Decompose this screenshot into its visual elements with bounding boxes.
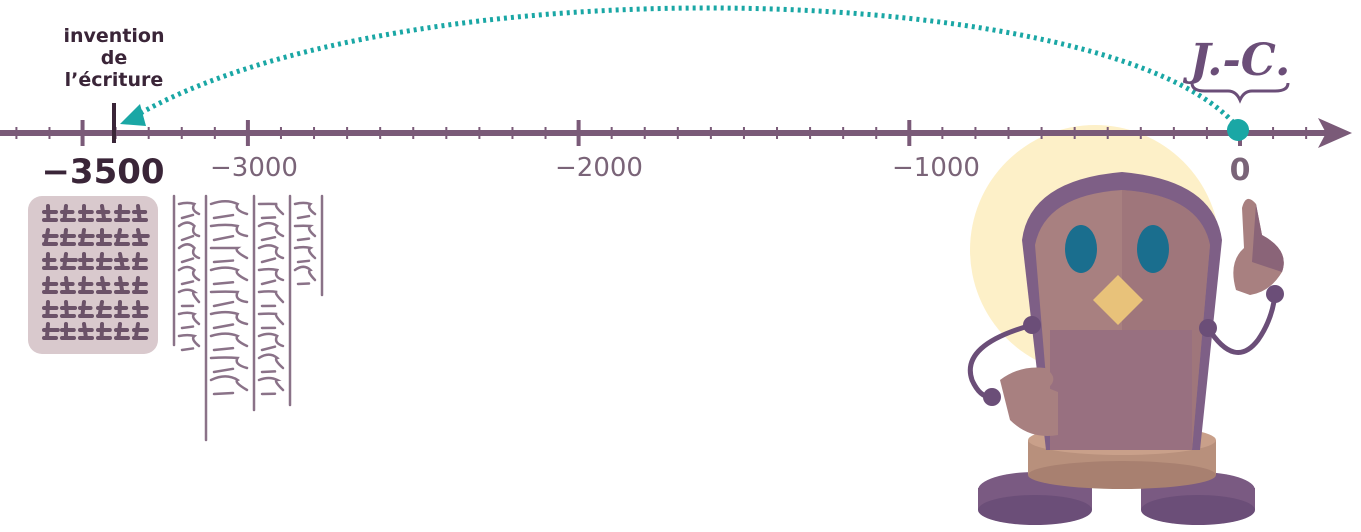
cuneiform-glyph (132, 322, 149, 340)
tick-label-minus-3500: −3500 (41, 152, 164, 192)
era-brace (1190, 82, 1290, 104)
tick-label-zero: 0 (1230, 153, 1251, 188)
cuneiform-glyph (96, 204, 112, 222)
owl-mascot-icon (967, 172, 1284, 525)
cuneiform-glyph (42, 228, 59, 246)
hieroglyph-glyph (209, 266, 249, 286)
hieroglyph-glyph (293, 265, 317, 286)
cuneiform-glyph (60, 228, 76, 246)
axis-arrowhead (1318, 118, 1352, 148)
timeline-axis (0, 118, 1352, 148)
cuneiform-glyph (42, 204, 58, 222)
cuneiform-glyph (114, 204, 131, 222)
cuneiform-glyph (132, 204, 148, 222)
cuneiform-glyph (114, 228, 130, 246)
cuneiform-glyph (42, 300, 59, 318)
cuneiform-glyph (78, 276, 94, 294)
cuneiform-glyph (96, 322, 112, 340)
hieroglyph-glyph (257, 202, 285, 220)
hieroglyph-glyph (177, 265, 201, 286)
cuneiform-glyph (132, 252, 148, 270)
cuneiform-glyph (42, 322, 60, 340)
cuneiform-glyph (78, 322, 94, 340)
cuneiform-glyph (96, 300, 112, 318)
hieroglyph-glyph (257, 244, 285, 264)
time-span-arc (130, 5, 1240, 130)
hieroglyph-glyph (209, 332, 249, 352)
hieroglyph-glyph (257, 332, 285, 352)
hieroglyph-glyph (293, 224, 317, 242)
cuneiform-glyph (60, 300, 78, 318)
cuneiform-glyph (132, 300, 149, 318)
hieroglyph-glyph (257, 221, 285, 242)
tick-label-minus-3000: −3000 (210, 153, 298, 183)
hieroglyph-glyph (257, 267, 285, 286)
hieroglyph-glyph (293, 245, 317, 264)
hieroglyph-glyph (257, 353, 285, 374)
hieroglyph-papyrus-icon (172, 194, 324, 442)
cuneiform-glyph (42, 276, 59, 294)
hieroglyph-glyph (177, 201, 201, 220)
hieroglyph-glyph (209, 356, 249, 374)
hieroglyph-glyph (257, 290, 285, 308)
hieroglyph-glyph (177, 333, 201, 352)
cuneiform-glyph (132, 228, 150, 246)
cuneiform-glyph (78, 228, 95, 246)
cuneiform-glyph (96, 228, 113, 246)
cuneiform-glyph (60, 276, 76, 294)
annotation-line-2: de (101, 47, 128, 69)
hieroglyph-glyph (209, 223, 249, 242)
hieroglyph-glyph (257, 312, 285, 330)
annotation-line-1: invention (63, 25, 164, 47)
tick-label-minus-2000: −2000 (555, 153, 643, 183)
tick-label-minus-1000: −1000 (892, 153, 980, 183)
cuneiform-glyph (78, 300, 94, 318)
hieroglyph-glyph (177, 311, 201, 330)
cuneiform-glyph (114, 252, 130, 270)
cuneiform-glyph (96, 252, 113, 270)
cuneiform-tablet-icon (28, 196, 158, 354)
cuneiform-glyph (78, 204, 94, 222)
cuneiform-glyph (78, 252, 94, 270)
cuneiform-glyph (114, 300, 130, 318)
hieroglyph-glyph (177, 288, 201, 308)
hieroglyph-glyph (209, 246, 249, 264)
cuneiform-glyph (114, 276, 130, 294)
hieroglyph-glyph (293, 201, 317, 220)
cuneiform-glyph (42, 252, 58, 270)
hieroglyph-glyph (209, 375, 249, 396)
cuneiform-glyph (132, 276, 148, 294)
origin-dot (1227, 119, 1249, 141)
hieroglyph-glyph (257, 376, 285, 396)
hieroglyph-glyph (209, 200, 249, 220)
hieroglyph-glyph (209, 310, 249, 330)
cuneiform-glyph (60, 204, 76, 222)
annotation-line-3: l’écriture (65, 69, 164, 91)
cuneiform-glyph (60, 252, 78, 270)
arc-arrowhead (120, 104, 146, 126)
cuneiform-glyph (114, 322, 130, 340)
hieroglyph-glyph (177, 243, 201, 264)
hieroglyph-glyph (209, 290, 249, 308)
cuneiform-glyph (60, 322, 76, 340)
era-label-jc: J.-C. (1183, 35, 1291, 86)
cuneiform-glyph (96, 276, 112, 294)
hieroglyph-glyph (177, 221, 201, 242)
